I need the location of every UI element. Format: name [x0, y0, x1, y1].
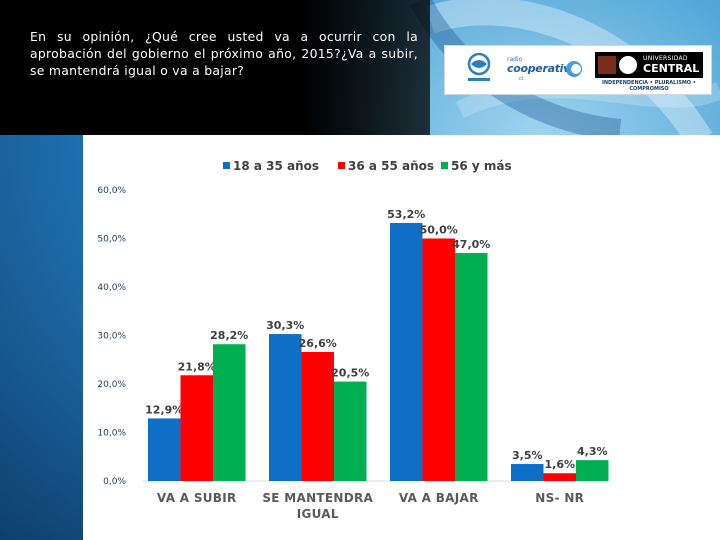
- data-label: 21,8%: [178, 360, 216, 373]
- universidad-small-text: UNIVERSIDAD: [643, 55, 688, 62]
- chart-panel: 0,0% 10,0% 20,0% 30,0% 40,0% 50,0% 60,0% 12,9% 2…: [83, 135, 720, 540]
- x-tick-label: VA A BAJAR: [399, 491, 479, 505]
- data-label: 26,6%: [299, 337, 337, 350]
- y-tick-label: 40,0%: [97, 283, 126, 293]
- bar: [148, 418, 181, 481]
- data-label: 4,3%: [577, 445, 608, 458]
- institute-logo-icon: [467, 52, 491, 81]
- data-label: 30,3%: [266, 319, 304, 332]
- data-label: 20,5%: [331, 367, 369, 380]
- data-label: 3,5%: [512, 449, 543, 462]
- bar: [422, 238, 455, 481]
- legend-label: 18 a 35 años: [233, 159, 319, 173]
- logos-strip: radio cooperativa cl. UNIVERSIDAD CENTRA…: [444, 45, 712, 95]
- data-label: 53,2%: [387, 208, 425, 221]
- y-tick-label: 30,0%: [97, 332, 126, 342]
- bar: [543, 473, 576, 481]
- data-label: 50,0%: [420, 224, 458, 237]
- cooperativa-brand-text: cooperativa: [507, 62, 578, 75]
- y-tick-label: 20,0%: [97, 380, 126, 390]
- bar: [269, 334, 302, 481]
- universidad-circle-icon: [619, 56, 637, 74]
- data-label: 12,9%: [145, 403, 183, 416]
- x-tick-label: NS- NR: [535, 491, 584, 505]
- bar-chart: 0,0% 10,0% 20,0% 30,0% 40,0% 50,0% 60,0% 12,9% 2…: [97, 159, 609, 521]
- legend-label: 36 a 55 años: [348, 159, 434, 173]
- bar: [334, 381, 367, 481]
- x-tick-label: VA A SUBIR: [157, 491, 237, 505]
- legend-swatch: [441, 162, 448, 169]
- data-label: 28,2%: [210, 329, 248, 342]
- data-label: 47,0%: [452, 238, 490, 251]
- x-tick-label: SE MANTENDRA: [262, 491, 373, 505]
- bar: [180, 375, 213, 481]
- legend-label: 56 y más: [451, 159, 512, 173]
- universidad-main-text: CENTRAL: [643, 62, 700, 75]
- bar: [390, 222, 423, 481]
- x-tick-label: IGUAL: [297, 507, 339, 521]
- universidad-emblem-icon: [598, 56, 616, 74]
- cooperativa-radio-text: radio: [507, 56, 523, 63]
- data-label: 1,6%: [544, 458, 575, 471]
- legend-swatch: [338, 162, 345, 169]
- bar: [301, 351, 334, 481]
- universidad-tagline: INDEPENDENCIA • PLURALISMO • COMPROMISO: [602, 80, 696, 92]
- y-tick-label: 0,0%: [103, 477, 126, 487]
- bar: [213, 344, 246, 481]
- bar: [576, 460, 609, 481]
- question-text: En su opinión, ¿Qué cree usted va a ocur…: [30, 29, 418, 78]
- bar: [511, 464, 544, 481]
- y-tick-label: 60,0%: [97, 186, 126, 196]
- cooperativa-logo: radio cooperativa cl.: [505, 56, 583, 84]
- cooperativa-sub-text: cl.: [519, 76, 525, 82]
- universidad-central-logo: UNIVERSIDAD CENTRAL: [595, 52, 703, 78]
- y-tick-label: 10,0%: [97, 429, 126, 439]
- y-tick-label: 50,0%: [97, 235, 126, 245]
- bar: [455, 253, 488, 481]
- legend-swatch: [223, 162, 230, 169]
- cooperativa-swoosh-icon: [566, 61, 582, 77]
- header-dark-band: [0, 0, 430, 135]
